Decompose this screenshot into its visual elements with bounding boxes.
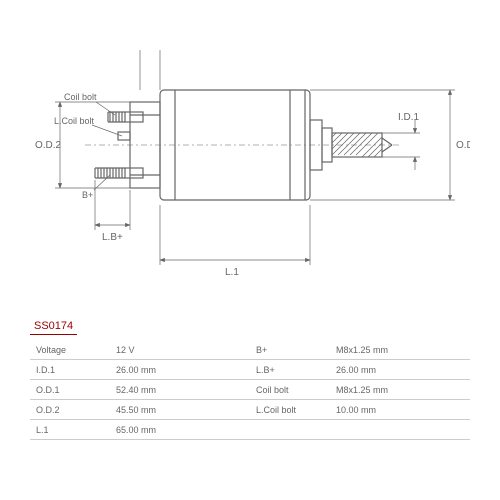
- table-row: O.D.1 52.40 mm Coil bolt M8x1.25 mm: [30, 380, 470, 400]
- spec-label: Coil bolt: [250, 383, 330, 397]
- spec-label: I.D.1: [30, 363, 110, 377]
- spec-value: 12 V: [110, 343, 250, 357]
- label-l-coil-bolt: L.Coil bolt: [54, 116, 95, 126]
- label-bplus: B+: [82, 190, 93, 200]
- spec-label: O.D.1: [30, 383, 110, 397]
- spec-value: [330, 428, 470, 432]
- label-od2: O.D.2: [35, 140, 62, 151]
- spec-label: L.Coil bolt: [250, 403, 330, 417]
- label-id1: I.D.1: [398, 112, 420, 123]
- spec-table: Voltage 12 V B+ M8x1.25 mm I.D.1 26.00 m…: [30, 340, 470, 440]
- spec-label: [250, 428, 330, 432]
- spec-label: L.1: [30, 423, 110, 437]
- table-row: O.D.2 45.50 mm L.Coil bolt 10.00 mm: [30, 400, 470, 420]
- label-coil-bolt: Coil bolt: [64, 92, 97, 102]
- spec-label: B+: [250, 343, 330, 357]
- engineering-diagram: O.D.2 O.D.1 I.D.1 L.1 L.B+ Coil bolt L.C…: [30, 20, 470, 310]
- spec-label: Voltage: [30, 343, 110, 357]
- spec-value: M8x1.25 mm: [330, 343, 470, 357]
- spec-value: 10.00 mm: [330, 403, 470, 417]
- spec-value: 65.00 mm: [110, 423, 250, 437]
- label-lbplus: L.B+: [102, 232, 123, 243]
- label-l1: L.1: [225, 267, 239, 278]
- spec-value: 45.50 mm: [110, 403, 250, 417]
- table-row: I.D.1 26.00 mm L.B+ 26.00 mm: [30, 360, 470, 380]
- spec-value: 52.40 mm: [110, 383, 250, 397]
- spec-value: 26.00 mm: [330, 363, 470, 377]
- part-number-label: SS0174: [30, 318, 77, 335]
- spec-value: 26.00 mm: [110, 363, 250, 377]
- spec-value: M8x1.25 mm: [330, 383, 470, 397]
- spec-label: O.D.2: [30, 403, 110, 417]
- table-row: Voltage 12 V B+ M8x1.25 mm: [30, 340, 470, 360]
- spec-label: L.B+: [250, 363, 330, 377]
- label-od1: O.D.1: [456, 140, 470, 151]
- table-row: L.1 65.00 mm: [30, 420, 470, 440]
